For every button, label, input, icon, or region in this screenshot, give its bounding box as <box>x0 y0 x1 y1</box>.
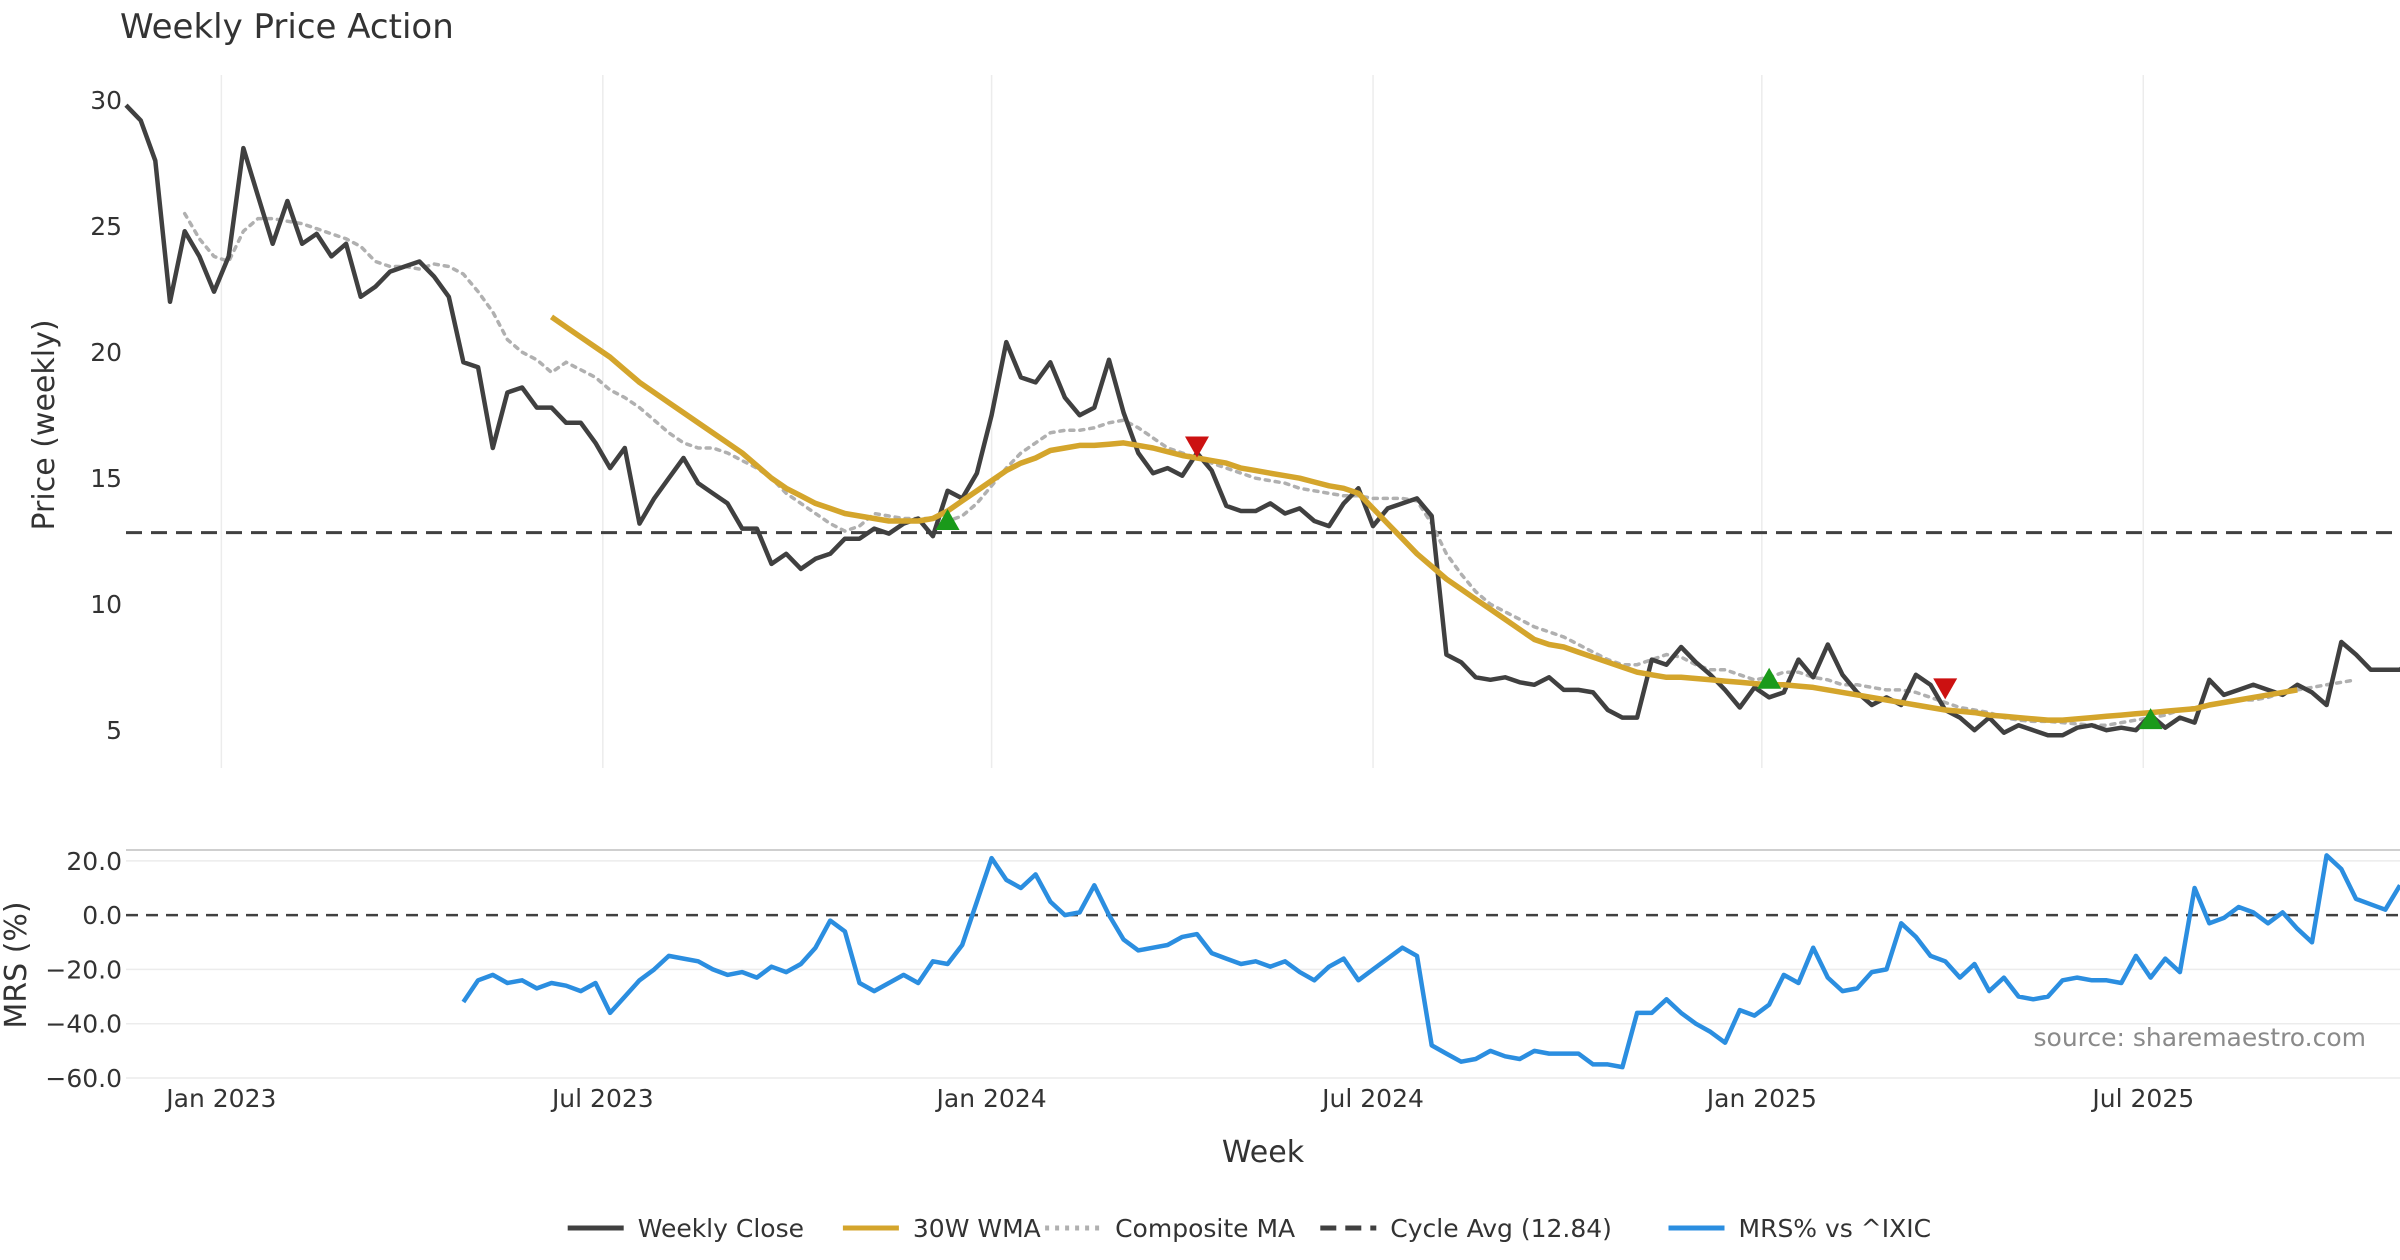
mrs-y-axis-ticks: 20.0 0.0 −20.0 −40.0 −60.0 <box>45 847 122 1093</box>
price-y-tick-label: 10 <box>90 590 122 619</box>
mrs-y-tick-label: −40.0 <box>45 1010 122 1039</box>
mrs-y-tick-label: −60.0 <box>45 1064 122 1093</box>
legend-label: 30W WMA <box>913 1214 1041 1243</box>
price-y-axis-label: Price (weekly) <box>27 319 62 530</box>
legend-item: Composite MA <box>1045 1214 1295 1243</box>
legend-label: Weekly Close <box>638 1214 804 1243</box>
buy-signal-marker <box>935 509 960 531</box>
mrs-grid <box>126 849 2400 1079</box>
price-y-axis-ticks: 5 10 15 20 25 30 <box>90 86 122 745</box>
buy-signal-marker <box>2138 708 2163 730</box>
mrs-y-tick-label: 0.0 <box>82 901 122 930</box>
legend-item: MRS% vs ^IXIC <box>1668 1214 1932 1243</box>
x-tick-label: Jul 2024 <box>1320 1084 1424 1113</box>
price-y-tick-label: 5 <box>106 716 122 745</box>
price-series <box>124 103 2400 738</box>
legend: Weekly Close 30W WMA Composite MA Cycle Avg… <box>567 1214 1932 1243</box>
mrs-line <box>461 853 2400 1070</box>
weekly-close-line <box>124 103 2400 738</box>
legend-item: Weekly Close <box>567 1214 804 1243</box>
x-axis-label: Week <box>1222 1135 1305 1170</box>
buy-signal-marker <box>1757 667 1782 689</box>
sell-signal-marker <box>1933 678 1958 700</box>
x-tick-label: Jan 2024 <box>935 1084 1047 1113</box>
x-tick-label: Jan 2023 <box>164 1084 276 1113</box>
mrs-y-tick-label: 20.0 <box>66 847 122 876</box>
sell-signal-marker <box>1184 436 1209 458</box>
x-tick-label: Jan 2025 <box>1705 1084 1817 1113</box>
mrs-series <box>126 853 2400 1070</box>
mrs-y-axis-label: MRS (%) <box>0 901 34 1028</box>
trade-signals <box>935 436 2163 730</box>
source-note: source: sharemaestro.com <box>2034 1023 2367 1052</box>
wma-30w-line <box>549 314 2298 723</box>
chart-title: Weekly Price Action <box>120 7 454 47</box>
legend-item: 30W WMA <box>842 1214 1041 1243</box>
price-y-tick-label: 30 <box>90 86 122 115</box>
x-axis-ticks: Jan 2023 Jul 2023 Jan 2024 Jul 2024 Jan 2025… <box>164 1084 2194 1113</box>
mrs-y-tick-label: −20.0 <box>45 955 122 984</box>
composite-ma-line <box>182 211 2358 727</box>
legend-label: MRS% vs ^IXIC <box>1739 1214 1932 1243</box>
price-y-tick-label: 15 <box>90 464 122 493</box>
price-grid <box>220 75 2145 768</box>
x-tick-label: Jul 2023 <box>550 1084 654 1113</box>
x-tick-label: Jul 2025 <box>2090 1084 2194 1113</box>
legend-label: Cycle Avg (12.84) <box>1390 1214 1612 1243</box>
price-y-tick-label: 20 <box>90 338 122 367</box>
legend-item: Cycle Avg (12.84) <box>1320 1214 1612 1243</box>
price-y-tick-label: 25 <box>90 212 122 241</box>
legend-label: Composite MA <box>1115 1214 1295 1243</box>
